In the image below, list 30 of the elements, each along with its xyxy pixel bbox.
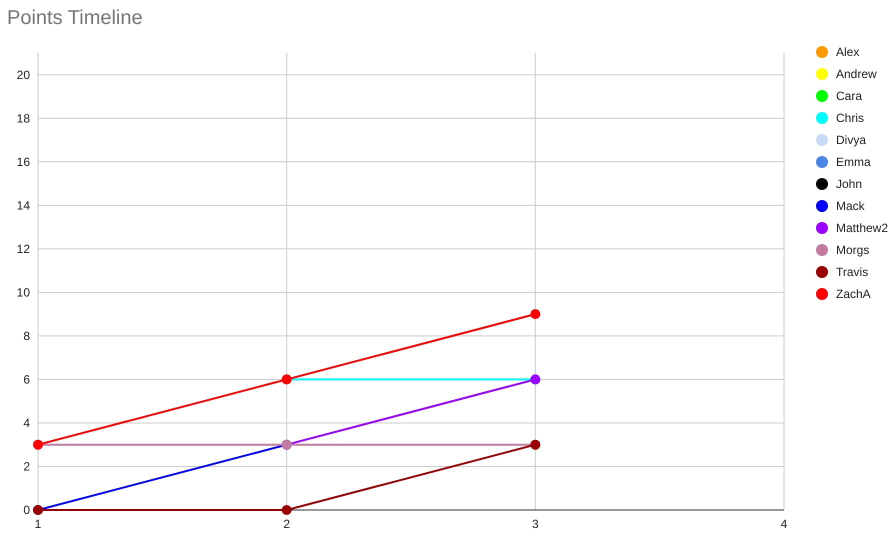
y-tick-label: 0 <box>23 503 30 517</box>
legend-label: Emma <box>836 155 871 169</box>
y-tick-label: 4 <box>23 416 30 430</box>
legend-label: Alex <box>836 45 860 59</box>
legend-label: Mack <box>836 199 866 213</box>
x-tick-label: 2 <box>283 517 290 531</box>
point <box>282 505 292 515</box>
y-tick-label: 16 <box>16 154 30 169</box>
y-tick-label: 2 <box>23 459 30 474</box>
y-tick-label: 8 <box>23 328 30 343</box>
chart-title: Points Timeline <box>7 7 143 29</box>
y-tick-label: 18 <box>16 111 30 126</box>
legend-label: ZachA <box>836 287 871 301</box>
legend-label: John <box>836 177 862 191</box>
legend-label: Chris <box>836 111 864 125</box>
y-tick-label: 6 <box>23 372 30 386</box>
x-tick-label: 3 <box>532 517 539 531</box>
legend-label: Travis <box>836 265 868 279</box>
x-tick-label: 1 <box>34 517 42 531</box>
y-tick-label: 14 <box>16 198 30 212</box>
point <box>530 309 540 320</box>
y-tick-label: 20 <box>16 68 30 82</box>
legend-label: Cara <box>836 89 862 103</box>
legend-label: Morgs <box>836 243 870 257</box>
x-tick-label: 4 <box>780 517 788 531</box>
legend-label: Matthew2 <box>836 221 888 235</box>
y-tick-label: 10 <box>16 285 30 300</box>
legend-label: Divya <box>836 133 866 147</box>
y-tick-label: 12 <box>16 242 30 256</box>
legend-label: Andrew <box>836 67 878 81</box>
